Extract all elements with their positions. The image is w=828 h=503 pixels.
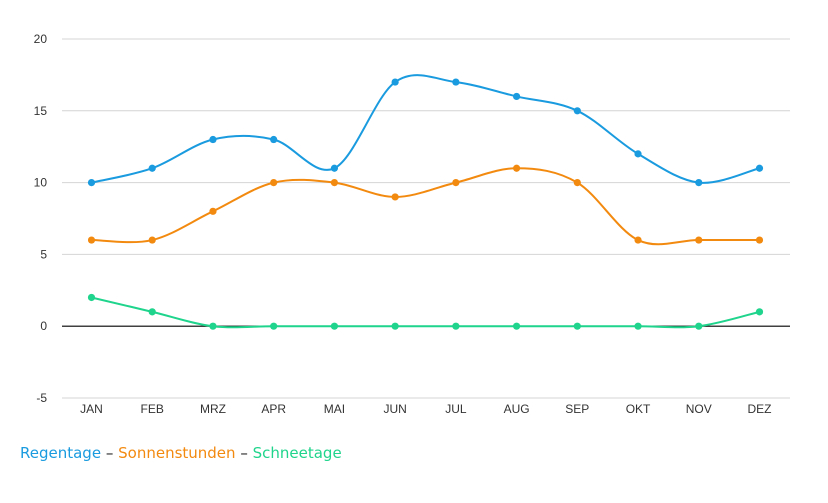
y-tick-label: -5 bbox=[36, 391, 47, 405]
series-line-schneetage bbox=[91, 296, 760, 329]
data-point-schneetage bbox=[573, 322, 581, 330]
x-tick-label: JUL bbox=[445, 402, 467, 416]
data-point-sonnenstunden bbox=[634, 236, 642, 244]
data-point-sonnenstunden bbox=[148, 236, 156, 244]
series-group bbox=[87, 74, 764, 330]
data-point-sonnenstunden bbox=[330, 179, 339, 187]
x-tick-label: DEZ bbox=[748, 402, 772, 416]
data-point-regentage bbox=[270, 135, 278, 144]
y-tick-label: 5 bbox=[40, 247, 47, 261]
data-point-schneetage bbox=[512, 322, 521, 330]
legend-separator: – bbox=[105, 444, 114, 462]
y-tick-label: 0 bbox=[40, 319, 47, 333]
series-line-regentage bbox=[91, 74, 760, 184]
grid-lines bbox=[62, 38, 790, 399]
data-point-sonnenstunden bbox=[755, 236, 764, 244]
x-tick-label: APR bbox=[261, 402, 286, 416]
data-point-schneetage bbox=[391, 322, 399, 330]
data-point-schneetage bbox=[330, 322, 339, 330]
data-point-sonnenstunden bbox=[573, 179, 581, 187]
x-tick-label: AUG bbox=[504, 402, 530, 416]
x-tick-label: SEP bbox=[565, 402, 589, 416]
data-point-sonnenstunden bbox=[391, 193, 399, 201]
data-point-regentage bbox=[330, 164, 339, 172]
x-tick-label: MAI bbox=[324, 402, 345, 416]
x-tick-label: JAN bbox=[80, 402, 103, 416]
data-point-sonnenstunden bbox=[452, 179, 460, 187]
data-point-schneetage bbox=[148, 308, 156, 316]
data-point-regentage bbox=[209, 135, 217, 144]
legend-separator: – bbox=[240, 444, 248, 462]
legend-item-sonnenstunden[interactable]: Sonnenstunden bbox=[118, 444, 236, 462]
data-point-regentage bbox=[391, 78, 399, 86]
data-point-sonnenstunden bbox=[209, 207, 217, 215]
data-point-schneetage bbox=[452, 322, 460, 330]
data-point-schneetage bbox=[634, 322, 642, 330]
data-point-regentage bbox=[452, 78, 460, 86]
data-point-regentage bbox=[573, 107, 581, 115]
data-point-regentage bbox=[755, 164, 764, 172]
data-point-sonnenstunden bbox=[270, 179, 278, 187]
x-tick-label: OKT bbox=[626, 402, 651, 416]
legend-item-schneetage[interactable]: Schneetage bbox=[252, 444, 342, 462]
x-tick-label: MRZ bbox=[200, 402, 226, 416]
data-point-regentage bbox=[634, 150, 642, 158]
data-point-sonnenstunden bbox=[87, 236, 96, 244]
data-point-sonnenstunden bbox=[695, 236, 703, 244]
y-tick-label: 10 bbox=[34, 176, 48, 190]
data-point-schneetage bbox=[755, 308, 764, 316]
data-point-regentage bbox=[512, 92, 521, 101]
x-tick-label: JUN bbox=[383, 402, 406, 416]
x-tick-label: FEB bbox=[141, 402, 164, 416]
y-tick-label: 20 bbox=[34, 32, 48, 46]
y-axis: -5 0 5 10 15 20 bbox=[34, 32, 48, 405]
series-line-sonnenstunden bbox=[91, 167, 760, 246]
data-point-regentage bbox=[87, 179, 96, 187]
data-point-schneetage bbox=[209, 322, 217, 330]
data-point-regentage bbox=[148, 164, 156, 172]
legend: Regentage – Sonnenstunden – Schneetage bbox=[20, 444, 342, 462]
data-point-schneetage bbox=[87, 293, 96, 302]
data-point-sonnenstunden bbox=[512, 164, 521, 172]
data-point-schneetage bbox=[270, 322, 278, 330]
data-point-regentage bbox=[695, 179, 703, 187]
data-point-schneetage bbox=[695, 322, 703, 330]
x-axis: JAN FEB MRZ APR MAI JUN JUL AUG SEP OKT NOV DEZ bbox=[80, 402, 771, 416]
legend-item-regentage[interactable]: Regentage bbox=[20, 444, 102, 462]
y-tick-label: 15 bbox=[34, 104, 48, 118]
x-tick-label: NOV bbox=[686, 402, 712, 416]
